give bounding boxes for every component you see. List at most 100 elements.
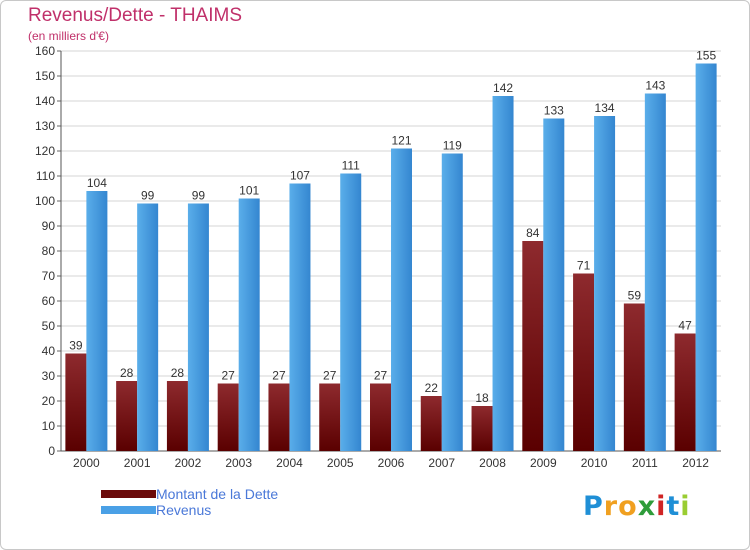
x-tick-label: 2002	[175, 456, 202, 470]
data-label: 22	[425, 381, 439, 395]
bar-revenus	[644, 93, 666, 451]
x-tick-label: 2005	[327, 456, 354, 470]
data-label: 84	[526, 226, 540, 240]
x-tick-label: 2001	[124, 456, 151, 470]
legend-swatch-debt	[101, 490, 156, 498]
bar-debt	[166, 381, 188, 451]
x-tick-label: 2004	[276, 456, 303, 470]
y-tick-label: 50	[42, 319, 56, 333]
data-label: 99	[192, 189, 206, 203]
data-label: 107	[290, 169, 310, 183]
bar-revenus	[543, 118, 565, 451]
logo-letter: o	[618, 491, 638, 522]
y-tick-label: 10	[42, 419, 56, 433]
bar-debt	[420, 396, 442, 451]
legend-label-revenus: Revenus	[156, 502, 212, 518]
logo-letter: t	[666, 491, 681, 522]
y-tick-label: 0	[48, 444, 55, 458]
proxiti-logo: Proxiti	[583, 491, 691, 522]
bar-revenus	[441, 153, 463, 451]
bar-debt	[522, 241, 544, 451]
y-tick-label: 20	[42, 394, 56, 408]
y-tick-label: 150	[35, 69, 55, 83]
x-tick-label: 2011	[632, 456, 658, 470]
bar-revenus	[391, 148, 412, 451]
data-label: 99	[141, 189, 155, 203]
bar-debt	[217, 383, 239, 451]
y-tick-label: 110	[36, 169, 55, 183]
legend-swatch-revenus	[101, 506, 156, 514]
data-label: 111	[342, 159, 361, 173]
data-label: 119	[443, 139, 462, 153]
x-tick-label: 2008	[479, 456, 506, 470]
logo-letter: P	[583, 491, 604, 522]
bar-debt	[65, 353, 87, 451]
chart-subtitle: (en milliers d'€)	[28, 29, 109, 43]
bar-debt	[319, 383, 341, 451]
data-label: 155	[696, 49, 716, 63]
logo-letter: x	[637, 491, 657, 522]
chart-legend: Montant de la Dette Revenus	[101, 486, 278, 518]
y-tick-label: 80	[42, 244, 56, 258]
x-tick-label: 2000	[73, 456, 100, 470]
y-tick-label: 120	[35, 144, 55, 158]
bar-revenus	[492, 96, 514, 451]
bar-debt	[268, 383, 290, 451]
x-tick-label: 2003	[225, 456, 252, 470]
logo-letter: i	[680, 491, 691, 522]
bar-debt	[370, 383, 391, 451]
bar-debt	[623, 303, 645, 451]
legend-item-debt: Montant de la Dette	[101, 486, 278, 502]
data-label: 134	[595, 101, 615, 115]
data-label: 71	[577, 259, 591, 273]
bar-revenus	[340, 173, 362, 451]
bar-revenus	[86, 191, 108, 451]
y-tick-label: 40	[42, 344, 56, 358]
data-label: 104	[87, 176, 107, 190]
data-label: 121	[391, 134, 411, 148]
legend-item-revenus: Revenus	[101, 502, 278, 518]
data-label: 142	[493, 81, 513, 95]
chart-title: Revenus/Dette - THAIMS	[28, 5, 243, 26]
x-tick-label: 2010	[581, 456, 608, 470]
y-tick-label: 160	[35, 44, 55, 58]
data-label: 18	[475, 391, 489, 405]
bar-revenus	[137, 203, 159, 451]
y-tick-label: 90	[42, 219, 56, 233]
data-label: 28	[171, 366, 185, 380]
data-label: 59	[628, 289, 642, 303]
data-label: 143	[645, 79, 665, 93]
bar-revenus	[594, 116, 616, 451]
data-label: 28	[120, 366, 134, 380]
bar-debt	[573, 273, 595, 451]
y-tick-label: 30	[42, 369, 56, 383]
data-label: 27	[323, 369, 337, 383]
bar-revenus	[238, 198, 260, 451]
x-tick-label: 2006	[378, 456, 405, 470]
legend-label-debt: Montant de la Dette	[156, 486, 279, 502]
x-tick-label: 2012	[682, 456, 709, 470]
bar-debt	[471, 406, 493, 451]
y-tick-label: 100	[35, 194, 55, 208]
bar-revenus	[289, 183, 311, 451]
bar-debt	[674, 333, 696, 451]
y-tick-label: 140	[35, 94, 55, 108]
data-label: 101	[239, 184, 259, 198]
data-label: 47	[678, 319, 692, 333]
y-tick-label: 70	[42, 269, 56, 283]
data-label: 27	[374, 369, 388, 383]
data-label: 27	[222, 369, 236, 383]
x-tick-label: 2007	[428, 456, 455, 470]
logo-letter: i	[656, 491, 667, 522]
x-tick-label: 2009	[530, 456, 557, 470]
y-tick-label: 60	[42, 294, 56, 308]
bar-revenus	[187, 203, 209, 451]
logo-letter: r	[603, 491, 619, 522]
data-label: 133	[544, 104, 564, 118]
bar-debt	[116, 381, 138, 451]
bar-revenus	[695, 63, 717, 451]
y-tick-label: 130	[35, 119, 55, 133]
data-label: 27	[272, 369, 286, 383]
